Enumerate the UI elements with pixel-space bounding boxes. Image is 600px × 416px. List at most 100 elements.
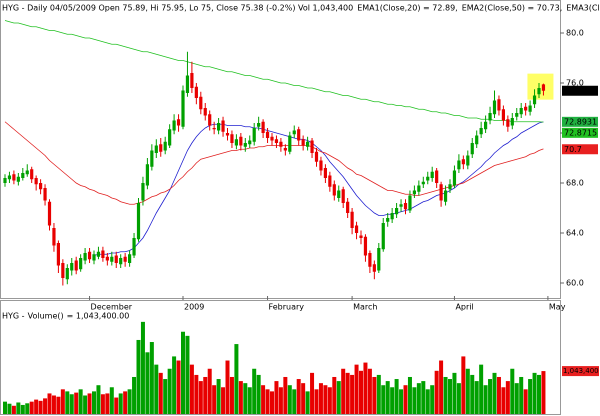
volume-bar xyxy=(314,389,319,414)
volume-bar xyxy=(452,372,457,414)
price-tag-label: 72.8715 xyxy=(564,128,597,137)
volume-bar xyxy=(425,389,430,414)
candle-body xyxy=(217,123,221,131)
volume-bar xyxy=(443,376,448,414)
candle-body xyxy=(399,204,403,207)
candle-body xyxy=(74,260,78,271)
volume-bar xyxy=(172,356,177,414)
candle-body xyxy=(457,160,461,170)
volume-readout: = 1,043,400.00 xyxy=(67,312,130,321)
volume-bar xyxy=(470,374,475,414)
volume-bar xyxy=(359,370,363,414)
x-tick-label: February xyxy=(269,303,305,312)
legend-entry: EMA1(Close,20) = 72.89, xyxy=(357,4,458,13)
candle-body xyxy=(47,201,52,226)
candle-body xyxy=(12,174,16,181)
volume-bar xyxy=(47,393,52,414)
candle-body xyxy=(3,178,7,183)
candle-body xyxy=(292,130,296,135)
chart-title: HYG - Daily 04/05/2009 Open 75.89, Hi 75… xyxy=(2,4,353,13)
candle-body xyxy=(208,114,212,126)
volume-bar xyxy=(136,339,141,414)
candle-body xyxy=(96,251,101,257)
volume-bar xyxy=(519,376,524,414)
volume-bar xyxy=(448,379,452,414)
candle-body xyxy=(230,134,234,143)
volume-bar xyxy=(34,399,39,414)
candle-body xyxy=(395,208,399,215)
candle-body xyxy=(341,189,345,203)
volume-bar xyxy=(528,379,533,414)
volume-bar xyxy=(100,394,105,414)
candle-body xyxy=(537,88,541,95)
volume-bar xyxy=(92,391,96,414)
volume-tag xyxy=(562,366,599,377)
candle-body xyxy=(386,218,390,222)
volume-bar xyxy=(216,379,221,414)
candle-body xyxy=(501,109,505,121)
candle-body xyxy=(92,254,96,261)
volume-bar xyxy=(430,385,435,414)
volume-bar xyxy=(154,364,159,414)
candle-body xyxy=(532,95,537,105)
volume-bar xyxy=(523,389,528,414)
candle-body xyxy=(408,195,412,211)
price-tag xyxy=(562,85,598,96)
candle-body xyxy=(21,173,25,178)
volume-bar xyxy=(439,360,444,414)
candle-body xyxy=(39,183,43,190)
volume-bar xyxy=(376,374,381,414)
volume-bar xyxy=(323,385,328,414)
volume-bar xyxy=(341,368,346,414)
volume-bar xyxy=(492,372,497,414)
legend-entry: EMA2(Close,50) = 70.73, xyxy=(462,4,563,13)
candle-body xyxy=(243,143,247,147)
candle-body xyxy=(475,135,479,145)
volume-bar xyxy=(87,393,92,414)
candle-body xyxy=(421,181,425,185)
volume-bar xyxy=(372,376,377,414)
candle-body xyxy=(443,190,448,202)
candle-body xyxy=(310,140,314,153)
volume-bar xyxy=(118,393,123,414)
volume-bar xyxy=(296,379,301,414)
candle-body xyxy=(119,258,123,265)
volume-bar xyxy=(434,370,439,414)
ema-line xyxy=(4,121,544,205)
volume-bar xyxy=(350,374,355,414)
ema-line xyxy=(4,20,544,123)
candle-body xyxy=(323,168,327,178)
volume-bar xyxy=(69,394,74,414)
volume-bar xyxy=(488,379,493,414)
volume-bar xyxy=(403,385,408,414)
candle-body xyxy=(350,211,354,228)
volume-bar xyxy=(483,385,488,414)
candle-body xyxy=(261,121,265,133)
volume-bar xyxy=(390,387,395,414)
price-tag-label: 70.7 xyxy=(564,145,582,154)
volume-bar xyxy=(225,360,230,414)
volume-bar xyxy=(381,385,386,414)
volume-bar xyxy=(234,344,239,414)
candle-body xyxy=(87,251,92,260)
x-tick-label: May xyxy=(549,303,566,312)
x-tick-label: April xyxy=(455,303,473,312)
candle-body xyxy=(426,176,430,181)
volume-bar xyxy=(51,395,56,414)
y-tick-label: 80.0 xyxy=(566,29,584,38)
volume-bar xyxy=(123,391,128,414)
volume-bar xyxy=(274,381,279,414)
candle-body xyxy=(528,105,532,112)
candle-body xyxy=(524,106,528,111)
volume-bar xyxy=(474,381,479,414)
candle-body xyxy=(319,160,323,171)
volume-bar xyxy=(74,392,79,414)
candle-body xyxy=(270,136,274,141)
candle-body xyxy=(439,184,443,201)
candle-body xyxy=(306,141,310,147)
volume-bar xyxy=(456,383,461,414)
volume-bar xyxy=(278,387,283,414)
x-tick-label: December xyxy=(91,303,133,312)
candle-body xyxy=(390,213,394,220)
